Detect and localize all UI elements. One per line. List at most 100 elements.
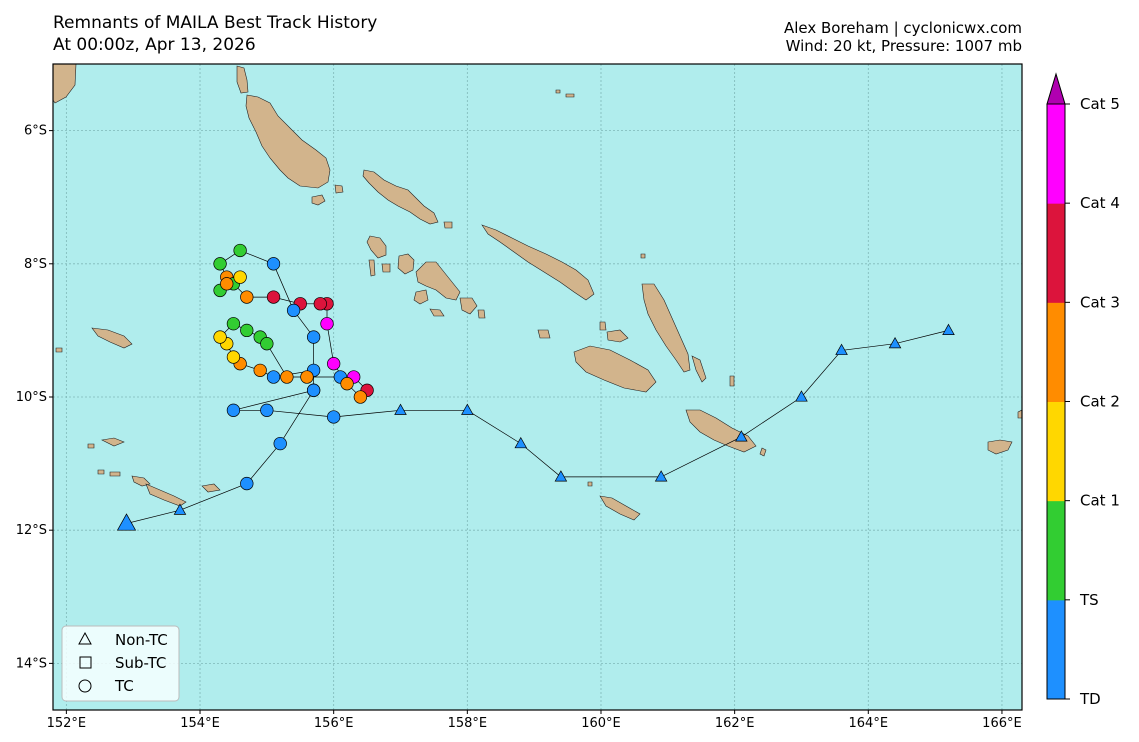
land-small-14: [109, 471, 121, 477]
land-small-6: [537, 329, 551, 339]
lon-tick-label: 154°E: [180, 716, 220, 731]
land-rendova: [413, 289, 429, 305]
track-point-tc: [266, 290, 281, 304]
track-point-non-tc: [173, 503, 187, 515]
legend-item-tc: TC: [114, 677, 134, 695]
legend-square-icon: [79, 656, 92, 669]
land-vangunu: [459, 297, 478, 315]
track-point-non-tc: [835, 343, 848, 355]
lon-tick-label: 166°E: [982, 716, 1022, 731]
legend-box: [61, 625, 180, 702]
colorbar-label: Cat 2: [1080, 393, 1120, 411]
land-small-11: [101, 437, 125, 447]
track-point-tc: [233, 270, 247, 284]
current-conditions: Wind: 20 kt, Pressure: 1007 mb: [785, 37, 1022, 55]
track-point-tc: [286, 303, 301, 318]
title-line-2: At 00:00z, Apr 13, 2026: [53, 35, 256, 55]
land-makira: [685, 409, 757, 453]
land-sudest: [145, 483, 187, 507]
colorbar-label: Cat 1: [1080, 492, 1120, 510]
lon-tick-label: 164°E: [849, 716, 889, 731]
land-bougainville: [245, 94, 331, 189]
land-new-georgia: [415, 261, 461, 301]
current-position-marker: [116, 513, 137, 531]
colorbar-label: Cat 5: [1080, 95, 1120, 113]
track-point-non-tc: [394, 403, 407, 415]
lon-tick-label: 158°E: [448, 716, 488, 731]
land-small-13: [97, 469, 105, 475]
lat-tick-label: 12°S: [16, 523, 47, 538]
track-point-tc: [306, 330, 321, 344]
lat-tick-label: 10°S: [16, 390, 47, 405]
legend-item-non-tc: Non-TC: [115, 631, 168, 649]
track-point-tc: [226, 317, 241, 331]
ocean-area: [53, 64, 1022, 710]
track-point-tc: [240, 323, 254, 338]
track-point-tc: [313, 297, 327, 311]
land-small-12: [87, 443, 95, 449]
land-nggela: [606, 329, 629, 343]
map-title: Remnants of MAILA Best Track History At …: [53, 12, 377, 56]
colorbar-extension: [1046, 72, 1066, 105]
track-point-tc: [320, 317, 334, 331]
lat-tick-label: 8°S: [24, 257, 47, 272]
land-small-2: [443, 221, 453, 229]
land-small-17: [565, 93, 575, 98]
land-woodlark: [91, 327, 133, 349]
track-point-non-tc: [654, 470, 668, 482]
legend-circle-icon: [78, 679, 92, 693]
title-line-1: Remnants of MAILA Best Track History: [53, 13, 378, 33]
land-malaita: [641, 283, 691, 373]
colorbar-segment: [1047, 302, 1065, 402]
track-point-non-tc: [795, 390, 808, 402]
land-shortland: [311, 194, 326, 206]
colorbar-label: TS: [1079, 591, 1099, 609]
colorbar-label: Cat 3: [1080, 293, 1120, 311]
track-point-tc: [266, 370, 281, 384]
track-point-tc: [213, 330, 227, 344]
land-small-10: [1017, 409, 1022, 419]
lon-tick-label: 160°E: [581, 716, 621, 731]
intensity-colorbar: TD TS Cat 1 Cat 2 Cat 3 Cat 4 Cat 5: [1046, 72, 1120, 708]
axis-ticks: 152°E 154°E 156°E 158°E 160°E 162°E 164°E 166°E…: [16, 124, 1022, 731]
track-point-non-tc: [735, 430, 748, 442]
track-point-tc: [220, 277, 234, 291]
track-point-tc: [353, 390, 368, 404]
track-point-tc: [306, 383, 321, 397]
track-point-tc: [240, 476, 254, 491]
legend: Non-TC Sub-TC TC: [61, 625, 180, 702]
track-point-tc: [340, 377, 354, 391]
land-choiseul: [362, 169, 439, 225]
lon-tick-label: 162°E: [715, 716, 755, 731]
track-point-tc: [240, 290, 254, 304]
track-point-tc: [280, 370, 294, 384]
land-small-5: [640, 253, 646, 259]
map-subtitle: Alex Boreham | cyclonicwx.com Wind: 20 k…: [784, 19, 1022, 55]
land-small-16: [555, 89, 561, 94]
lat-tick-label: 6°S: [24, 124, 47, 139]
colorbar-segment: [1047, 203, 1065, 303]
colorbar-segment: [1047, 500, 1065, 601]
land-kolombangara: [397, 253, 415, 275]
legend-item-sub-tc: Sub-TC: [115, 654, 166, 672]
track-markers: [116, 243, 955, 531]
track-point-tc: [253, 363, 267, 378]
land-tetepare: [429, 308, 445, 317]
track-point-non-tc: [942, 323, 955, 335]
land-small-15: [55, 347, 63, 353]
track-point-tc: [260, 403, 274, 417]
land-santa-isabel: [481, 224, 595, 301]
colorbar-segment: [1047, 599, 1065, 700]
land-small-malaita: [691, 355, 707, 383]
land-vella-lavella: [366, 235, 387, 259]
land-ranongga: [368, 259, 376, 277]
colorbar-label: Cat 4: [1080, 194, 1120, 212]
land-small-4: [477, 309, 486, 319]
track-point-non-tc: [888, 336, 902, 349]
land-small-1: [334, 184, 344, 194]
lon-tick-label: 152°E: [47, 716, 87, 731]
land-small-7: [729, 375, 735, 387]
land-guadalcanal: [573, 345, 657, 393]
lon-tick-label: 156°E: [314, 716, 354, 731]
